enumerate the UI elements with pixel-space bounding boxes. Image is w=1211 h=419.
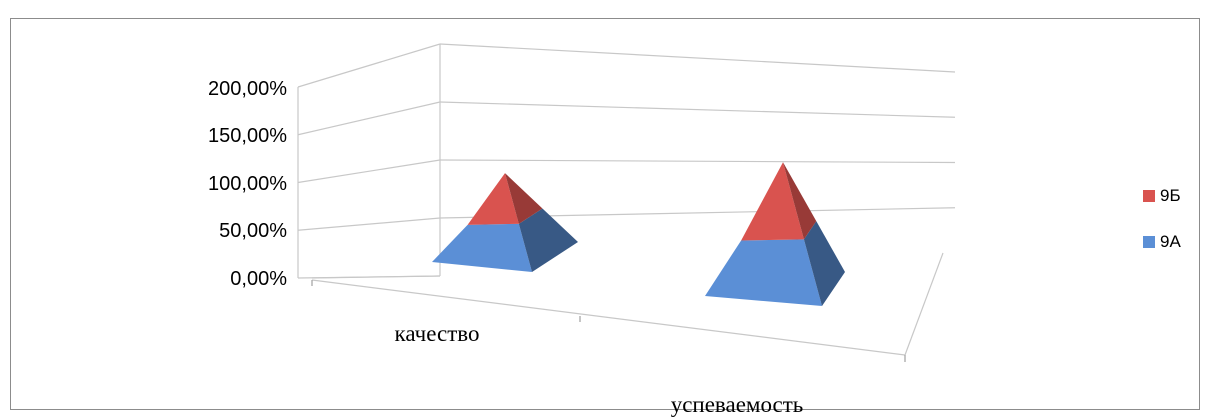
y-tick-label: 100,00% — [208, 173, 287, 195]
pyramid-качество-9B-side — [505, 173, 543, 224]
pyramid-успеваемость-9A-side — [803, 221, 845, 306]
legend-swatch-9Б — [1143, 190, 1155, 202]
pyramid-качество-9A-front — [432, 223, 532, 272]
gridline-side — [297, 159, 441, 184]
y-tick-label: 0,00% — [230, 268, 287, 290]
legend-label-9Б: 9Б — [1160, 186, 1181, 205]
legend-swatch-9А — [1143, 236, 1155, 248]
pyramid-успеваемость-9B-side — [783, 162, 817, 240]
gridline-side — [297, 43, 441, 88]
gridlines — [297, 43, 956, 362]
floor-front-edge — [311, 279, 906, 356]
pyramid-успеваемость-9B-front — [741, 162, 804, 241]
category-labels: качество успеваемость — [395, 321, 804, 417]
legend-label-9А: 9А — [1160, 232, 1181, 251]
category-label: успеваемость — [671, 392, 804, 417]
pyramid-качество-9B-front — [467, 173, 519, 225]
chart-frame — [10, 18, 1200, 410]
pyramids — [432, 162, 845, 306]
y-axis-ticks: 0,00% 50,00% 100,00% 150,00% 200,00% — [208, 78, 287, 290]
gridline — [439, 43, 956, 73]
floor-left-edge — [311, 275, 441, 279]
y-tick-label: 150,00% — [208, 125, 287, 147]
y-tick-label: 50,00% — [219, 220, 287, 242]
gridline — [439, 101, 956, 118]
gridline-side — [297, 217, 441, 231]
legend: 9Б 9А — [1143, 186, 1181, 251]
pyramid-успеваемость-9A-front — [705, 239, 822, 306]
y-tick-label: 200,00% — [208, 78, 287, 100]
gridline-side — [297, 101, 441, 136]
floor-right-edge — [904, 252, 944, 356]
gridline — [439, 159, 956, 164]
pyramid-качество-9A-side — [518, 208, 578, 272]
category-label: качество — [395, 321, 480, 346]
